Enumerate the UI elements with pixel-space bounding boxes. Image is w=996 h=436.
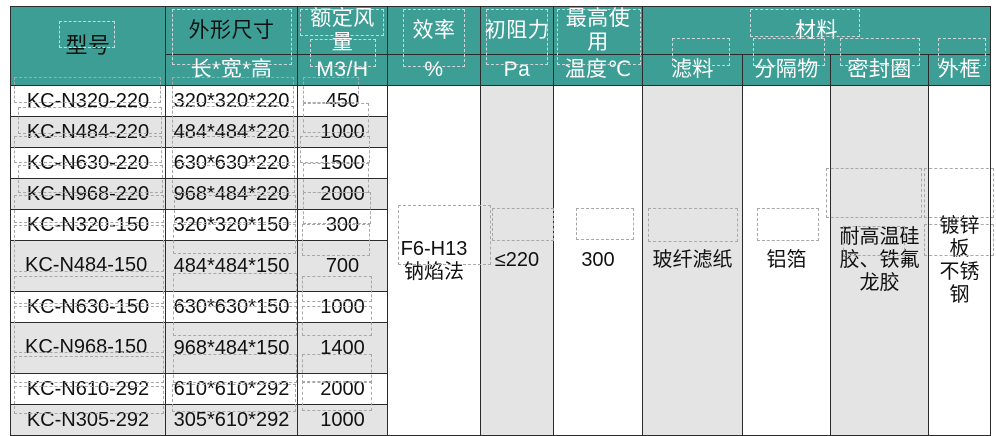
header-initial-resistance: 初阻力 (480, 5, 554, 56)
cell-material-filter: 玻纤滤纸 (642, 85, 743, 436)
header-row-secondary: 长*宽*高 M3/H % Pa 温度℃ 滤料 分隔物 密封圈 外框 (11, 54, 991, 87)
cell-airflow: 2000 (297, 178, 388, 211)
cell-size: 305*610*292 (165, 404, 298, 436)
cell-model: KC-N630-220 (10, 147, 166, 180)
cell-size: 484*484*220 (165, 116, 298, 149)
frame-line-1: 镀锌板 (939, 214, 980, 260)
cell-material-frame: 镀锌板 不锈钢 (928, 85, 991, 436)
efficiency-line-2: 钠焰法 (404, 260, 464, 283)
cell-size: 320*320*150 (165, 209, 298, 242)
cell-airflow: 300 (297, 209, 388, 242)
cell-airflow: 700 (297, 240, 388, 293)
table-row: KC-N610-292 610*610*292 2000 (10, 373, 991, 406)
efficiency-line-1: F6-H13 (400, 237, 468, 260)
header-efficiency: 效率 (387, 5, 481, 56)
table-row: KC-N320-220 320*320*220 450 F6-H13 钠焰法 ≤… (10, 85, 991, 436)
table-row: KC-N484-220 484*484*220 1000 (10, 116, 991, 149)
cell-airflow: 1000 (297, 116, 388, 149)
cell-size: 630*630*220 (165, 147, 298, 180)
cell-size: 968*484*150 (165, 322, 298, 375)
header-dimensions-unit: 长*宽*高 (165, 54, 298, 87)
header-rated-airflow: 额定风量 (297, 5, 388, 56)
header-efficiency-unit: % (387, 54, 481, 87)
spec-sheet: 型号 外形尺寸 额定风量 效率 初阻力 最高使用 材料 长*宽*高 M3/H %… (10, 5, 994, 436)
cell-airflow: 1000 (297, 404, 388, 436)
cell-model: KC-N610-292 (10, 373, 166, 406)
cell-size: 968*484*220 (165, 178, 298, 211)
cell-efficiency: F6-H13 钠焰法 (387, 85, 481, 436)
header-material-group: 材料 (642, 5, 991, 56)
cell-model: KC-N484-150 (10, 240, 166, 293)
cell-model: KC-N968-220 (10, 178, 166, 211)
cell-airflow: 2000 (297, 373, 388, 406)
cell-model: KC-N305-292 (10, 404, 166, 436)
cell-material-separator: 铝箔 (742, 85, 831, 436)
header-resistance-unit: Pa (480, 54, 554, 87)
cell-size: 630*630*150 (165, 291, 298, 324)
header-dimensions: 外形尺寸 (165, 5, 298, 56)
cell-material-sealant: 耐高温硅胶、铁氟龙胶 (830, 85, 929, 436)
frame-line-2: 不锈钢 (939, 260, 980, 306)
cell-airflow: 1000 (297, 291, 388, 324)
cell-model: KC-N630-150 (10, 291, 166, 324)
cell-model: KC-N484-220 (10, 116, 166, 149)
cell-airflow: 1500 (297, 147, 388, 180)
cell-size: 320*320*220 (165, 85, 298, 118)
header-airflow-unit: M3/H (297, 54, 388, 87)
header-material-sealant: 密封圈 (830, 54, 929, 87)
header-max-usage: 最高使用 (553, 5, 643, 56)
cell-size: 610*610*292 (165, 373, 298, 406)
table-row: KC-N484-150 484*484*150 700 (10, 240, 991, 293)
cell-model: KC-N320-220 (10, 85, 166, 118)
product-specification-table: 型号 外形尺寸 额定风量 效率 初阻力 最高使用 材料 长*宽*高 M3/H %… (10, 5, 991, 436)
cell-airflow: 450 (297, 85, 388, 118)
cell-initial-resistance: ≤220 (480, 85, 554, 436)
header-temperature-unit: 温度℃ (553, 54, 643, 87)
cell-airflow: 1400 (297, 322, 388, 375)
cell-size: 484*484*150 (165, 240, 298, 293)
table-row: KC-N630-220 630*630*220 1500 (10, 147, 991, 180)
header-model: 型号 (10, 5, 166, 87)
table-row: KC-N968-150 968*484*150 1400 (10, 322, 991, 375)
cell-model: KC-N320-150 (10, 209, 166, 242)
cell-max-temperature: 300 (553, 85, 643, 436)
table-body: KC-N320-220 320*320*220 450 F6-H13 钠焰法 ≤… (10, 85, 991, 436)
table-header: 型号 外形尺寸 额定风量 效率 初阻力 最高使用 材料 长*宽*高 M3/H %… (10, 5, 991, 87)
header-material-frame: 外框 (928, 54, 991, 87)
header-material-separator: 分隔物 (742, 54, 831, 87)
header-material-filter: 滤料 (642, 54, 743, 87)
header-row-primary: 型号 外形尺寸 额定风量 效率 初阻力 最高使用 材料 (10, 5, 991, 87)
cell-model: KC-N968-150 (10, 322, 166, 375)
